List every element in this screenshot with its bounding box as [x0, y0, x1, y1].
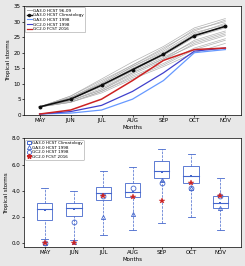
Legend: GA3.0 HCST Climatology, GA3.0 HCST 1998, GC2.0 HCST 1998, GC2.0 FCST 2016: GA3.0 HCST Climatology, GA3.0 HCST 1998,… [25, 140, 84, 160]
Bar [96, 187, 111, 200]
Bar [154, 161, 169, 178]
X-axis label: Months: Months [122, 124, 143, 130]
Bar [37, 202, 52, 219]
Bar [66, 202, 82, 216]
Bar [125, 183, 140, 197]
Bar [213, 196, 228, 208]
Bar [184, 166, 199, 183]
X-axis label: Months: Months [122, 257, 143, 262]
Y-axis label: Tropical storms: Tropical storms [6, 40, 11, 81]
Legend: GA3.0 HCST 96-09, GA3.0 HCST Climatology, GA3.0 HCST 1998, GC2.0 HCST 1998, GC2.: GA3.0 HCST 96-09, GA3.0 HCST Climatology… [25, 7, 85, 32]
Y-axis label: Tropical storms: Tropical storms [4, 172, 9, 214]
